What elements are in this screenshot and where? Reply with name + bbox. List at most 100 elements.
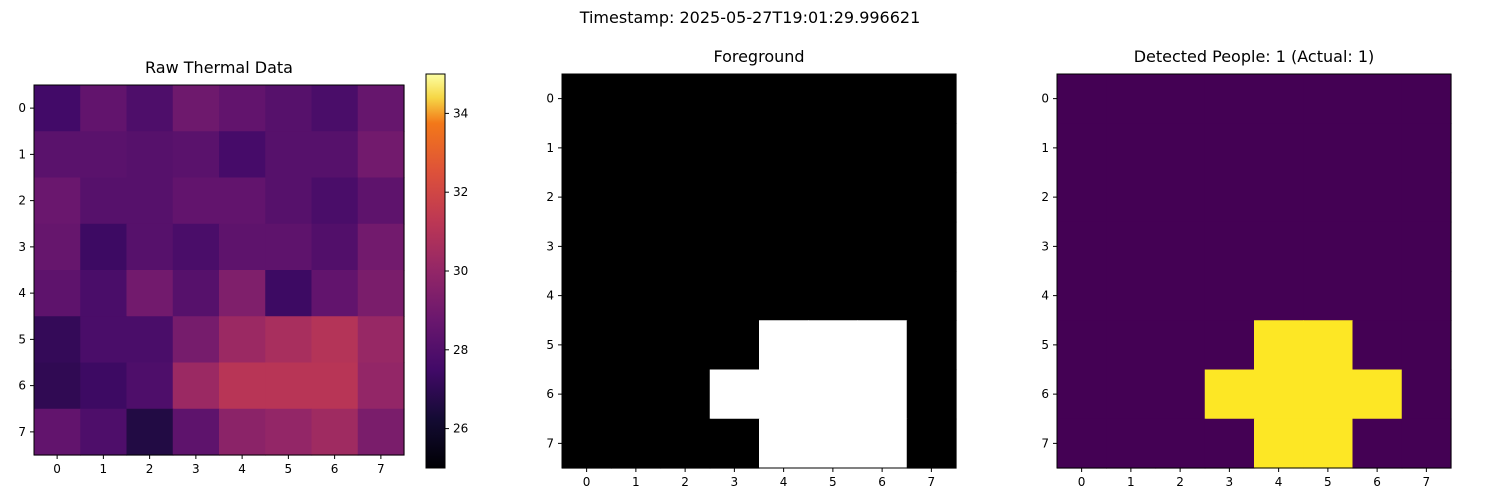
x-tick-label: 0	[53, 462, 61, 476]
heatmap-cell	[709, 221, 760, 272]
x-tick-label: 4	[780, 475, 788, 489]
heatmap-cell	[1155, 172, 1206, 223]
heatmap-cell	[1106, 74, 1157, 124]
heatmap-cell	[1057, 418, 1107, 469]
heatmap-cell	[1106, 271, 1157, 321]
y-tick-label: 3	[546, 239, 554, 253]
heatmap-cell	[172, 316, 220, 364]
heatmap-cell	[562, 74, 612, 124]
heatmap-cell	[709, 320, 760, 371]
heatmap-cell	[808, 271, 859, 321]
heatmap-cell	[906, 271, 957, 321]
heatmap-cell	[759, 74, 809, 124]
y-tick-label: 3	[18, 240, 26, 254]
heatmap-cell	[759, 172, 809, 223]
x-tick-label: 2	[1176, 475, 1184, 489]
y-tick-label: 7	[1041, 436, 1049, 450]
y-tick-label: 5	[18, 332, 26, 346]
panel-title: Raw Thermal Data	[145, 58, 293, 77]
heatmap-cell	[126, 177, 174, 225]
heatmap-cell	[906, 123, 957, 174]
y-tick-label: 1	[546, 141, 554, 155]
heatmap-cell	[1352, 320, 1403, 371]
heatmap-cell	[219, 362, 266, 410]
heatmap-cell	[808, 172, 859, 223]
x-tick-label: 2	[681, 475, 689, 489]
heatmap-cell	[80, 177, 128, 225]
heatmap-cell	[1057, 172, 1107, 223]
heatmap-cell	[709, 172, 760, 223]
x-tick-label: 4	[238, 462, 246, 476]
heatmap-cell	[80, 316, 128, 364]
x-tick-label: 7	[377, 462, 385, 476]
heatmap-cell	[1303, 74, 1354, 124]
colorbar: 26 28 30 32 34	[425, 73, 468, 469]
heatmap-cell	[1254, 221, 1304, 272]
heatmap-cell	[611, 271, 662, 321]
heatmap-cell	[1155, 320, 1206, 371]
heatmap-cell	[562, 172, 612, 223]
heatmap-cell	[311, 223, 359, 271]
heatmap-cell	[172, 362, 220, 410]
heatmap-cell	[1303, 221, 1354, 272]
heatmap-cell	[660, 74, 711, 124]
heatmap-cell	[808, 418, 859, 469]
heatmap-cell	[172, 131, 220, 179]
heatmap-cell	[1352, 221, 1403, 272]
heatmap-cell	[1352, 271, 1403, 321]
heatmap-cell	[1303, 369, 1354, 420]
heatmap-cell	[1401, 74, 1452, 124]
heatmap-cell	[1401, 172, 1452, 223]
heatmap-cell	[80, 362, 128, 410]
colorbar-tick-label: 32	[453, 185, 468, 199]
heatmap-cell	[1106, 123, 1157, 174]
heatmap-cell	[219, 316, 266, 364]
raw-thermal-panel: Raw Thermal Data 0 1 2 3 4 5 6 7 0 1 2 3 4 5 6 7	[18, 58, 405, 476]
heatmap-cell	[1155, 221, 1206, 272]
heatmap-cell	[126, 270, 174, 317]
heatmap-cell	[1106, 221, 1157, 272]
heatmap-cell	[562, 418, 612, 469]
y-tick-label: 6	[546, 387, 554, 401]
heatmap-cell	[857, 172, 908, 223]
x-tick-label: 3	[731, 475, 739, 489]
heatmap-cell	[172, 177, 220, 225]
heatmap-cell	[1352, 123, 1403, 174]
x-tick-label: 1	[1127, 475, 1135, 489]
heatmap-cell	[611, 221, 662, 272]
heatmap-cell	[1401, 123, 1452, 174]
heatmap-cell	[357, 223, 405, 271]
heatmap-cell	[906, 172, 957, 223]
x-tick-label: 0	[583, 475, 591, 489]
y-tick-label: 6	[1041, 387, 1049, 401]
heatmap-cell	[660, 172, 711, 223]
y-tick-label: 1	[1041, 141, 1049, 155]
heatmap-cell	[265, 408, 313, 456]
heatmap-cell	[1155, 271, 1206, 321]
heatmap-cell	[562, 221, 612, 272]
x-tick-label: 3	[1226, 475, 1234, 489]
figure-suptitle: Timestamp: 2025-05-27T19:01:29.996621	[579, 8, 921, 27]
heatmap-cell	[80, 223, 128, 271]
x-tick-label: 3	[192, 462, 200, 476]
y-tick-label: 3	[1041, 239, 1049, 253]
y-tick-label: 4	[18, 286, 26, 300]
x-tick-label: 5	[285, 462, 293, 476]
heatmap-cell	[1106, 418, 1157, 469]
heatmap-cell	[808, 369, 859, 420]
heatmap-cell	[172, 270, 220, 317]
heatmap-cell	[311, 362, 359, 410]
heatmap-cell	[311, 131, 359, 179]
heatmap-cell	[126, 131, 174, 179]
heatmap-cell	[265, 270, 313, 317]
heatmap-cell	[1204, 369, 1255, 420]
heatmap-cell	[857, 221, 908, 272]
heatmap-cell	[660, 369, 711, 420]
heatmap-cell	[219, 270, 266, 317]
heatmap-cell	[709, 369, 760, 420]
heatmap-cell	[1106, 369, 1157, 420]
heatmap-cell	[172, 85, 220, 132]
heatmap-cell	[1303, 123, 1354, 174]
y-tick-label: 2	[546, 190, 554, 204]
heatmap-cell	[1155, 74, 1206, 124]
